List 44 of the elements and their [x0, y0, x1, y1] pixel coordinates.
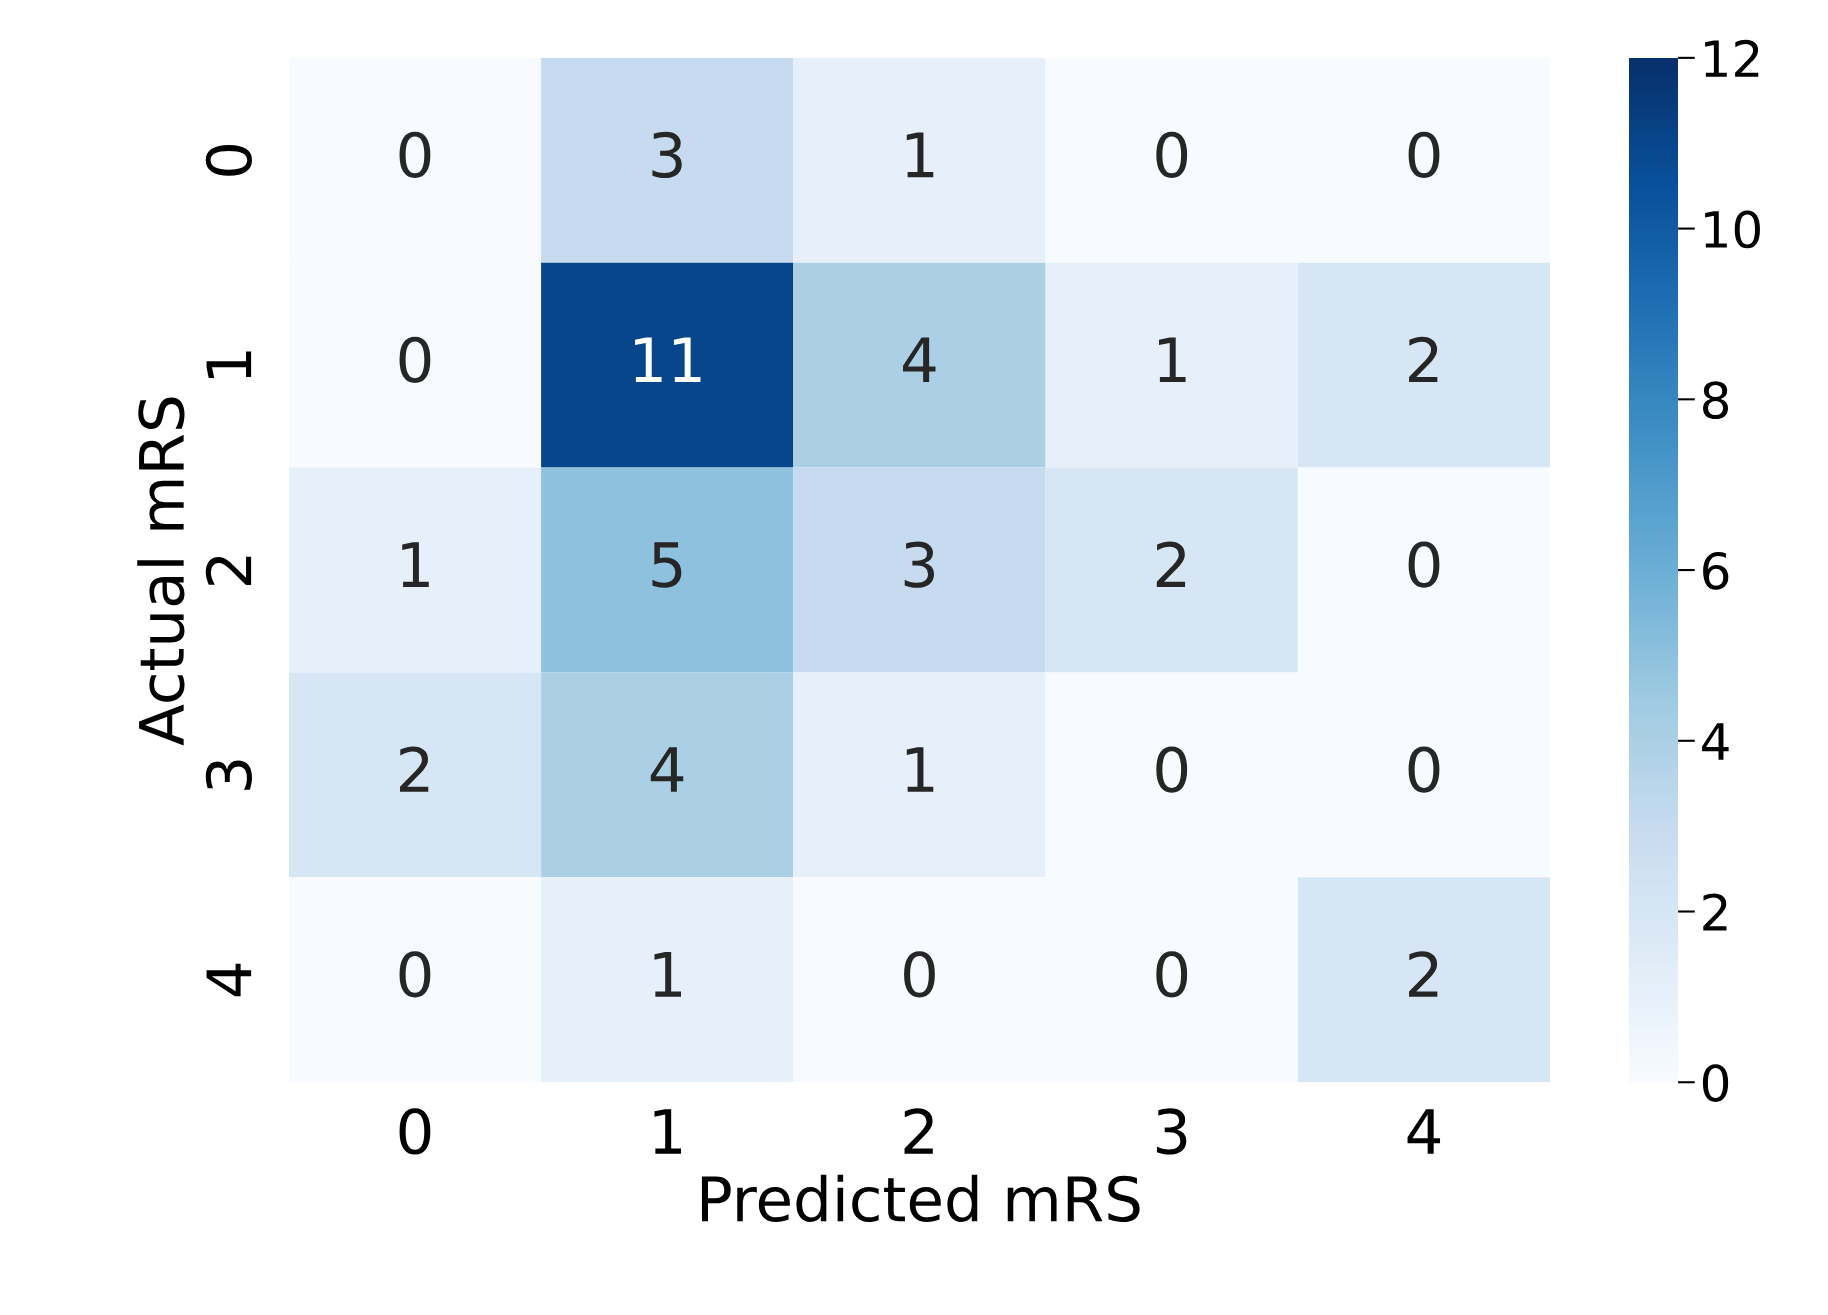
color-bar-label: 6 [1703, 551, 1729, 590]
data-label: 0 [1156, 746, 1188, 793]
data-label: 1 [906, 132, 934, 178]
data-label: 0 [1156, 131, 1188, 179]
data-label: 0 [1408, 541, 1440, 588]
x-tick-label: 2 [904, 1108, 933, 1154]
data-label: 0 [904, 951, 935, 998]
data-label: 0 [399, 131, 431, 179]
data-label: 2 [399, 746, 429, 792]
data-label: 1 [906, 747, 934, 792]
x-tick-label: 0 [399, 1108, 431, 1155]
data-label: 4 [903, 337, 936, 383]
color-bar-label: 4 [1702, 723, 1729, 760]
color-bar-label: 8 [1703, 381, 1729, 420]
data-label: 3 [904, 541, 935, 588]
data-label: 0 [399, 336, 431, 383]
data-label: 2 [1409, 336, 1438, 383]
data-label: 1 [654, 952, 682, 997]
data-label: 2 [1156, 541, 1186, 587]
x-axis-title: Predicted mRS [701, 1174, 1140, 1223]
y-tick-label: 1 [206, 351, 252, 378]
data-label: 11 [635, 337, 701, 383]
data-label: 1 [1159, 337, 1186, 383]
y-tick-label: 4 [206, 963, 252, 997]
color-bar-label: 2 [1703, 893, 1727, 931]
x-tick-label: 1 [654, 1109, 682, 1154]
y-tick-label: 0 [205, 144, 252, 176]
color-bar-label: 12 [1705, 39, 1759, 77]
y-tick-label: 3 [205, 760, 252, 790]
data-label: 0 [1408, 746, 1440, 793]
color-bar-label: 0 [1702, 1064, 1729, 1102]
data-label: 0 [399, 951, 431, 998]
data-label: 5 [652, 542, 682, 588]
data-label: 3 [652, 131, 682, 179]
data-label: 1 [402, 542, 429, 587]
y-axis-title: Actual mRS [137, 397, 185, 746]
data-label: 2 [1409, 951, 1438, 997]
x-tick-label: 4 [1407, 1109, 1441, 1154]
x-tick-label: 3 [1156, 1108, 1187, 1155]
color-bar-label: 10 [1705, 210, 1760, 249]
data-label: 0 [1408, 131, 1440, 179]
data-label: 0 [1156, 951, 1188, 998]
y-tick-label: 2 [205, 556, 252, 586]
data-label: 4 [650, 747, 684, 792]
